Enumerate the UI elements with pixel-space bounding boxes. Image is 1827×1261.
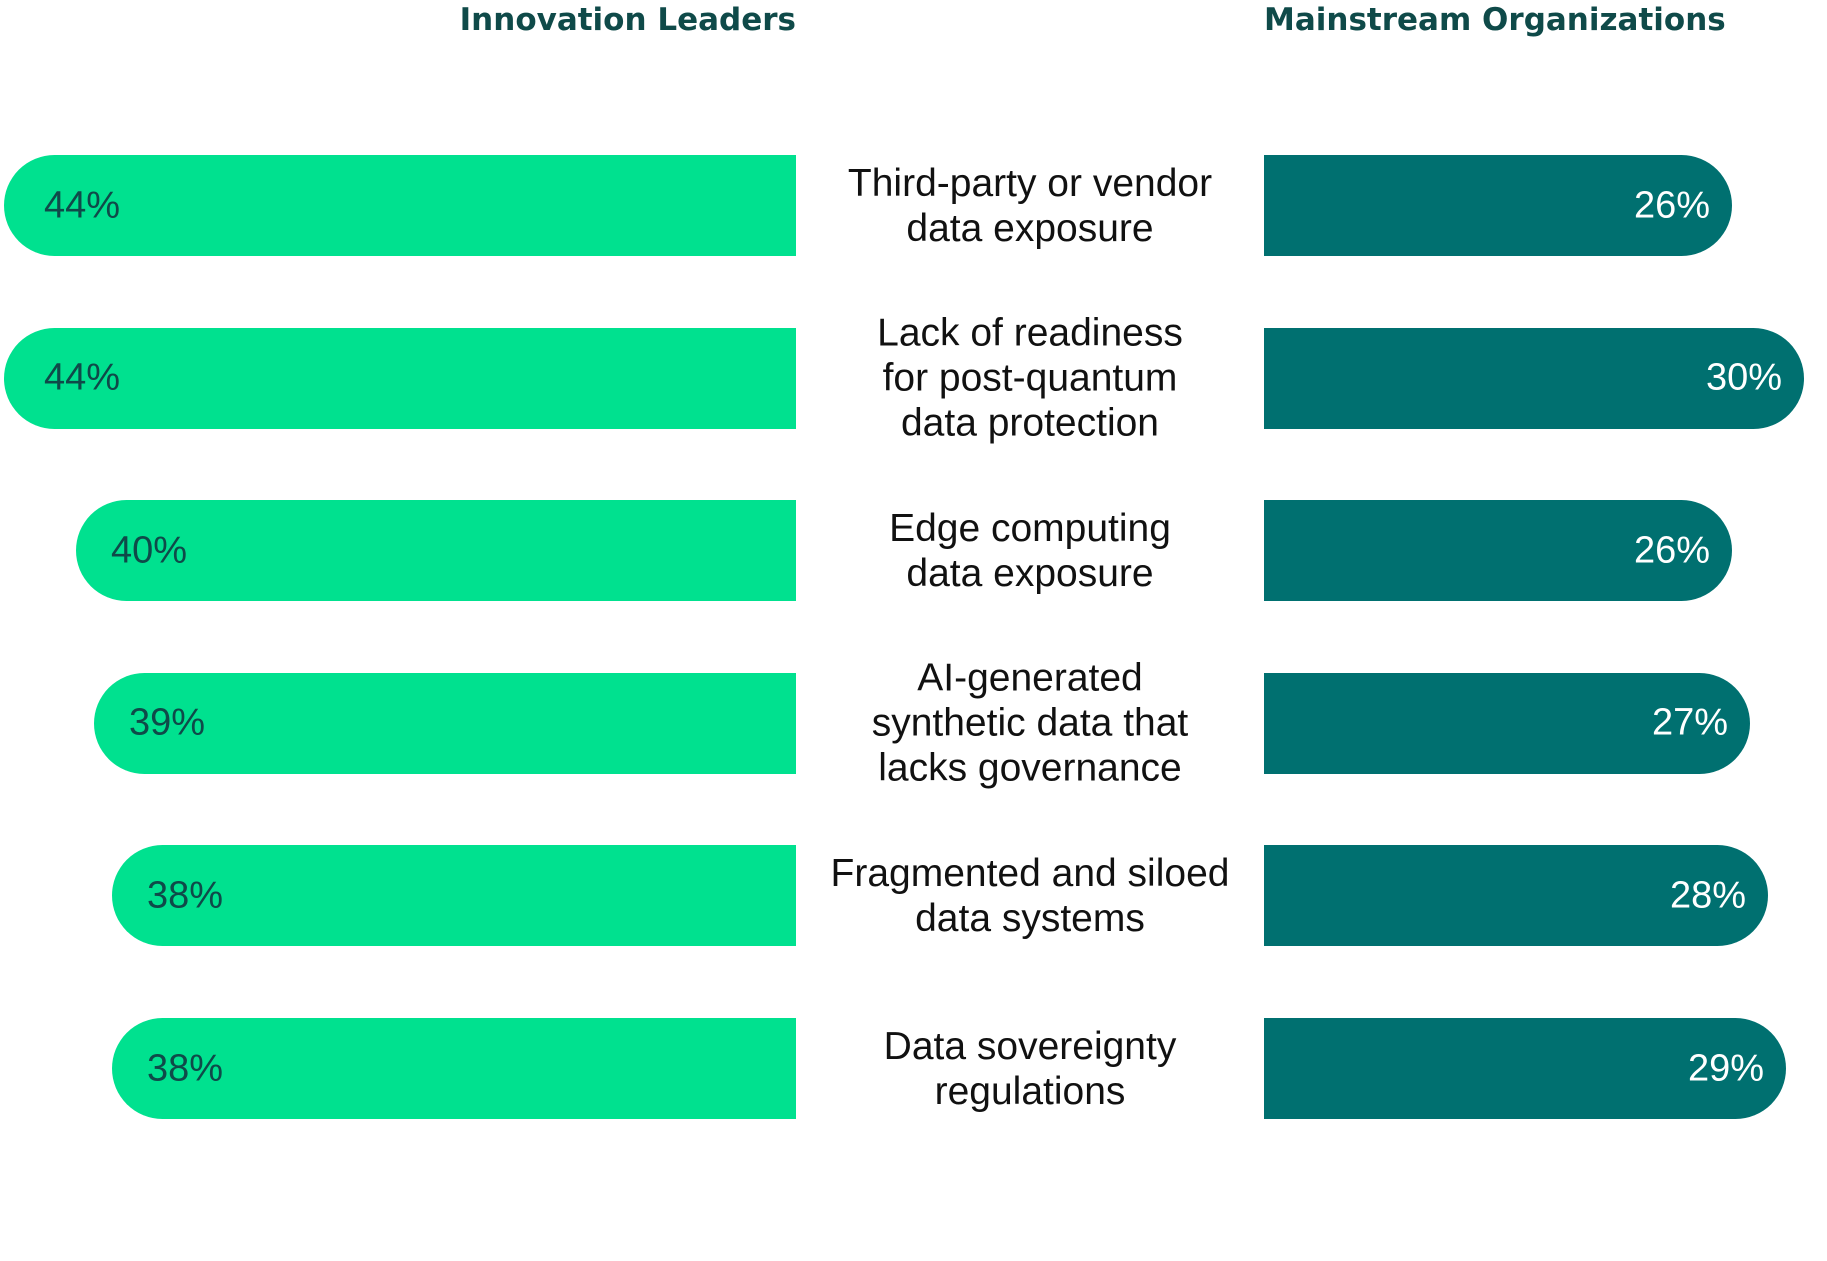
category-label: Lack of readiness for post-quantum data … — [877, 311, 1183, 445]
series-header-innovation-leaders: Innovation Leaders — [459, 2, 796, 38]
value-label-innovation-leaders: 39% — [129, 701, 206, 744]
category-label: AI-generated synthetic data that lacks g… — [871, 656, 1189, 790]
bar-innovation-leaders: 39% — [94, 672, 796, 774]
bar-mainstream-organizations: 26% — [1264, 500, 1732, 602]
category-label: Edge computing data exposure — [889, 506, 1171, 595]
category-label: Data sovereignty regulations — [883, 1024, 1177, 1113]
value-label-innovation-leaders: 38% — [147, 874, 224, 917]
series-header-mainstream-organizations: Mainstream Organizations — [1264, 2, 1726, 38]
value-label-mainstream-organizations: 26% — [1633, 184, 1710, 226]
bar-mainstream-organizations: 30% — [1264, 327, 1804, 429]
value-label-mainstream-organizations: 26% — [1633, 529, 1710, 572]
value-label-innovation-leaders: 44% — [44, 356, 121, 399]
bar-innovation-leaders: 38% — [112, 1018, 796, 1119]
value-label-mainstream-organizations: 27% — [1651, 701, 1728, 744]
bar-innovation-leaders: 44% — [4, 327, 796, 429]
bar-mainstream-organizations: 28% — [1264, 845, 1768, 947]
bar-innovation-leaders: 40% — [76, 500, 796, 602]
category-label: Third-party or vendor data exposure — [847, 161, 1213, 250]
value-label-mainstream-organizations: 29% — [1687, 1047, 1764, 1089]
bar-innovation-leaders: 44% — [4, 155, 796, 256]
value-label-innovation-leaders: 38% — [147, 1047, 224, 1089]
value-label-mainstream-organizations: 30% — [1705, 356, 1782, 399]
bar-innovation-leaders: 38% — [112, 845, 796, 947]
bar-mainstream-organizations: 29% — [1264, 1018, 1786, 1119]
bar-mainstream-organizations: 26% — [1264, 155, 1732, 256]
value-label-mainstream-organizations: 28% — [1669, 874, 1746, 917]
bar-mainstream-organizations: 27% — [1264, 672, 1750, 774]
category-label: Fragmented and siloed data systems — [830, 851, 1230, 940]
value-label-innovation-leaders: 44% — [44, 184, 121, 226]
value-label-innovation-leaders: 40% — [111, 529, 188, 572]
